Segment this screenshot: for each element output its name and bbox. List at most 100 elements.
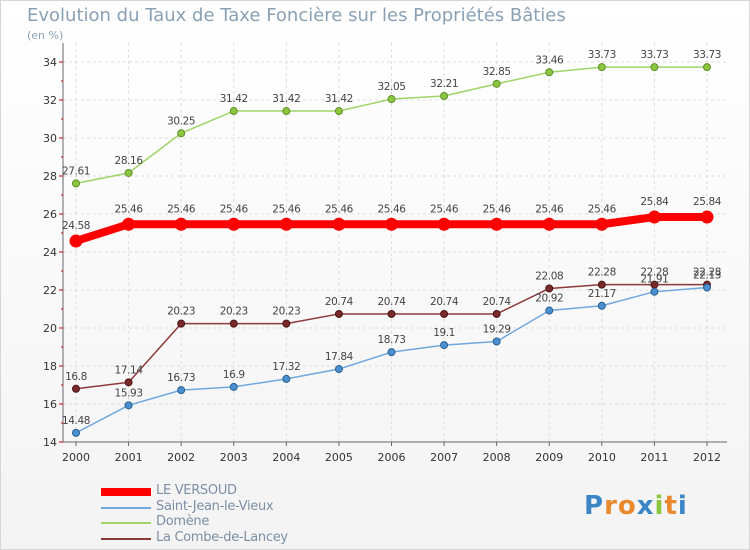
- legend-swatch: [101, 537, 151, 540]
- data-point: [334, 107, 343, 116]
- chart-title: Evolution du Taux de Taxe Foncière sur l…: [27, 5, 566, 26]
- data-label: 32.85: [483, 66, 511, 78]
- data-point: [227, 217, 241, 231]
- data-point: [545, 284, 554, 293]
- data-point: [647, 210, 661, 224]
- data-point: [440, 92, 449, 101]
- data-label: 14.48: [62, 415, 90, 427]
- data-label: 18.73: [377, 334, 405, 346]
- data-label: 27.61: [62, 165, 90, 177]
- x-tick-label: 2012: [693, 451, 721, 464]
- y-axis-label: (en %): [27, 29, 64, 42]
- data-point: [334, 309, 343, 318]
- data-point: [124, 401, 133, 410]
- data-point: [387, 309, 396, 318]
- x-tick-label: 2001: [115, 451, 143, 464]
- data-label: 33.73: [640, 49, 668, 61]
- x-tick-label: 2004: [272, 451, 300, 464]
- data-label: 22.28: [640, 267, 668, 279]
- data-point: [282, 319, 291, 328]
- data-labels: 24.58 25.46 25.46 25.46 25.46 25.46 25.46 25.46…: [62, 49, 722, 427]
- data-label: 20.23: [220, 306, 248, 318]
- data-point: [492, 309, 501, 318]
- data-point: [229, 382, 238, 391]
- data-label: 25.84: [693, 196, 722, 208]
- data-point: [387, 95, 396, 104]
- data-label: 33.73: [588, 49, 616, 61]
- y-tick-label: 30: [43, 132, 57, 145]
- data-point: [334, 365, 343, 374]
- legend-swatch: [101, 522, 151, 524]
- data-point: [440, 309, 449, 318]
- data-point: [597, 63, 606, 72]
- data-label: 16.73: [167, 372, 195, 384]
- y-tick-label: 34: [43, 56, 57, 69]
- data-point: [492, 79, 501, 88]
- data-label: 16.9: [223, 369, 245, 381]
- data-point: [437, 217, 451, 231]
- legend-item: LE VERSOUD: [101, 483, 361, 499]
- data-label: 32.21: [430, 78, 458, 90]
- data-label: 25.46: [430, 203, 459, 215]
- data-point: [490, 217, 504, 231]
- data-point: [332, 217, 346, 231]
- legend-item: Saint-Jean-le-Vieux: [101, 498, 361, 515]
- data-point: [650, 63, 659, 72]
- x-tick-label: 2007: [430, 451, 458, 464]
- legend-item: Domène: [101, 514, 361, 530]
- data-label: 25.46: [483, 203, 512, 215]
- x-tick-label: 2009: [535, 451, 563, 464]
- data-label: 20.23: [167, 306, 195, 318]
- grid: [63, 43, 727, 443]
- data-point: [122, 217, 136, 231]
- data-label: 33.73: [693, 49, 721, 61]
- logo-letter: x: [636, 491, 655, 521]
- data-point: [124, 168, 133, 177]
- data-label: 20.74: [483, 296, 512, 308]
- logo-letter: P: [584, 491, 605, 521]
- data-label: 32.05: [377, 81, 405, 93]
- series-lines: [69, 63, 714, 437]
- data-point: [597, 280, 606, 289]
- x-tick-label: 2005: [325, 451, 353, 464]
- x-tick-label: 2008: [483, 451, 511, 464]
- legend-label: LE VERSOUD: [156, 483, 237, 498]
- legend-label: Saint-Jean-le-Vieux: [156, 498, 274, 514]
- x-tick-label: 2003: [220, 451, 248, 464]
- data-point: [650, 287, 659, 296]
- data-label: 22.28: [588, 267, 616, 279]
- data-label: 31.42: [272, 93, 300, 105]
- data-label: 31.42: [325, 93, 353, 105]
- data-label: 25.46: [535, 203, 564, 215]
- legend-label: Domène: [156, 514, 210, 529]
- data-label: 17.84: [325, 351, 354, 363]
- data-point: [69, 234, 83, 248]
- data-point: [72, 179, 80, 188]
- legend-item: La Combe-de-Lancey: [101, 529, 361, 546]
- data-label: 16.8: [65, 371, 87, 383]
- data-point: [703, 283, 711, 292]
- data-point: [703, 63, 711, 72]
- data-label: 30.25: [167, 115, 195, 127]
- data-label: 19.1: [433, 327, 455, 339]
- legend-label: La Combe-de-Lancey: [156, 529, 288, 545]
- logo-letter: i: [654, 491, 665, 521]
- data-label: 20.74: [325, 296, 354, 308]
- data-point: [177, 319, 186, 328]
- data-point: [440, 341, 449, 350]
- data-point: [700, 210, 714, 224]
- data-point: [595, 217, 609, 231]
- data-label: 25.46: [167, 203, 196, 215]
- y-tick-label: 24: [43, 246, 57, 259]
- data-label: 22.13: [693, 270, 721, 282]
- data-label: 17.32: [272, 361, 300, 373]
- data-point: [279, 217, 293, 231]
- y-tick-label: 28: [43, 170, 57, 183]
- data-label: 19.29: [483, 323, 511, 335]
- data-label: 25.46: [272, 203, 301, 215]
- y-tick-label: 18: [43, 360, 57, 373]
- x-tick-label: 2002: [167, 451, 195, 464]
- data-label: 31.42: [220, 93, 248, 105]
- data-point: [545, 68, 554, 77]
